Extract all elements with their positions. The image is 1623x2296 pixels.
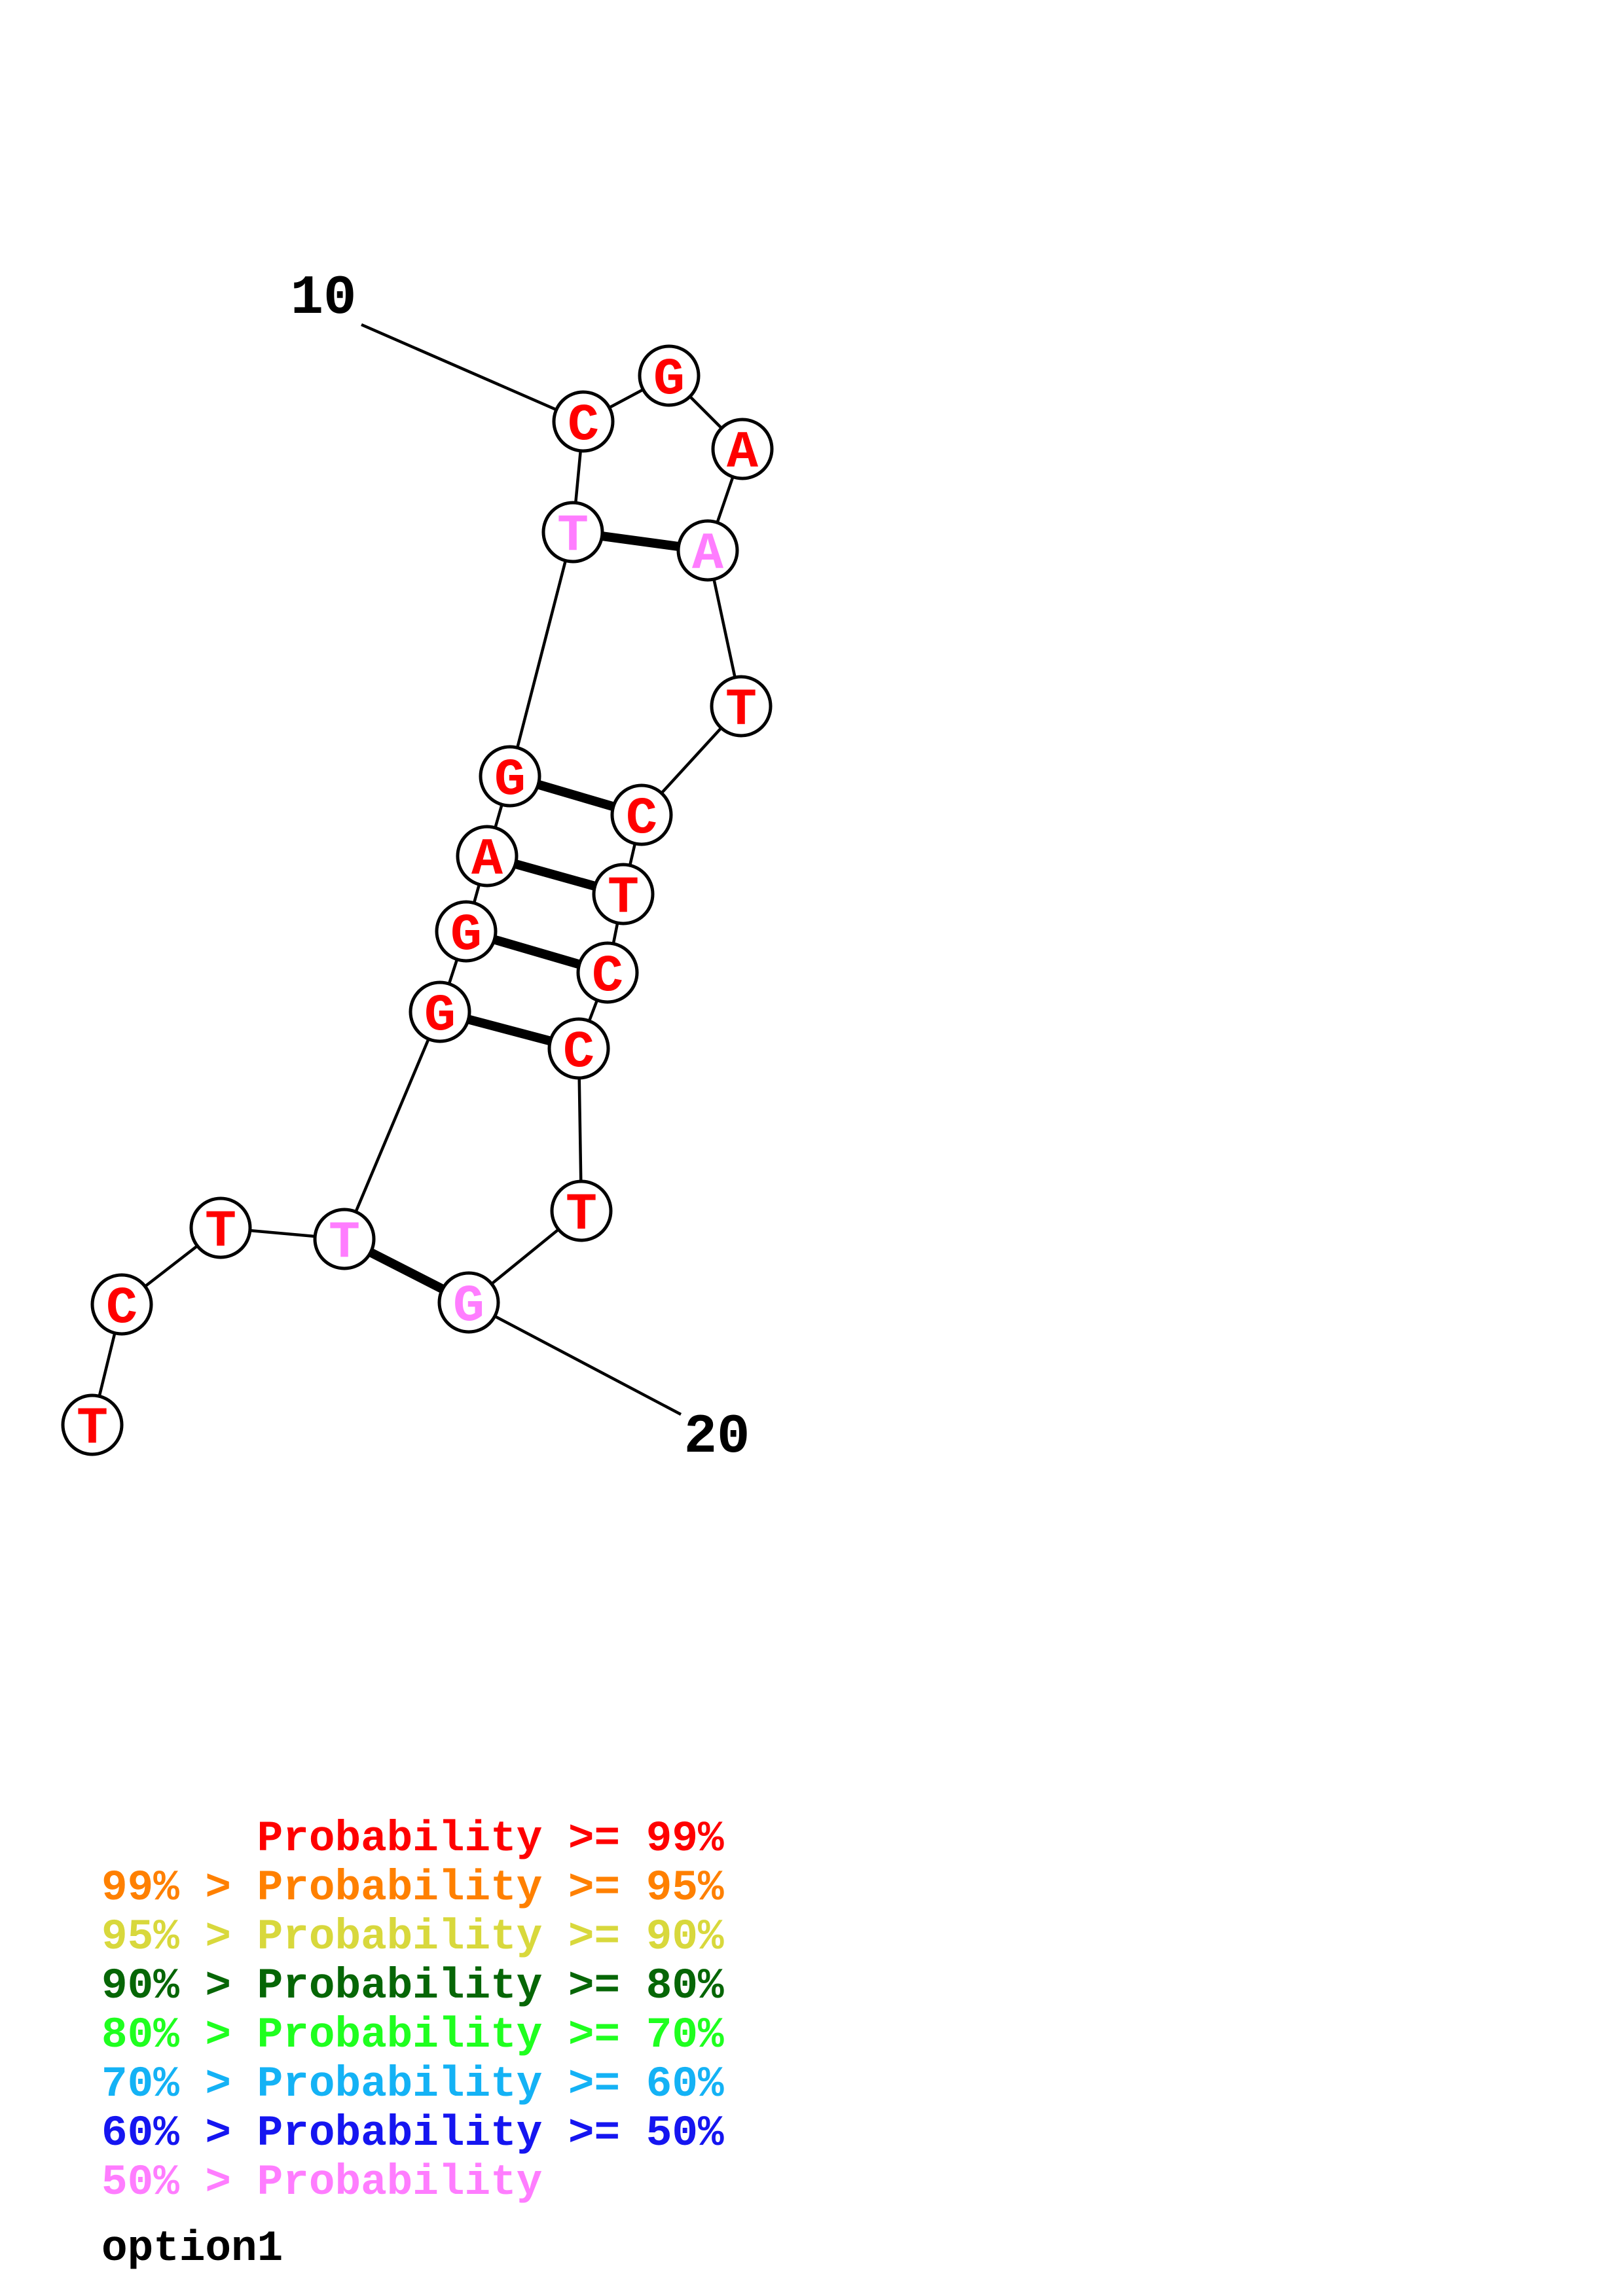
legend-row-8: 50% > Probability: [101, 2158, 543, 2207]
legend: Probability >= 99% 99% > Probability >= 9…: [101, 1814, 724, 2207]
nucleotide-circle: [552, 390, 615, 453]
nucleotide-C10: C: [552, 390, 615, 456]
nucleotide-letter: C: [626, 789, 657, 849]
nucleotide-letter: G: [450, 906, 482, 965]
nucleotide-letter: T: [77, 1399, 108, 1459]
nucleotide-letter: T: [205, 1202, 236, 1262]
backbone-bond-8-9: [508, 531, 575, 777]
nucleotide-T19: T: [550, 1179, 613, 1245]
nucleotide-T1: T: [61, 1393, 124, 1459]
nucleotide-letter: A: [727, 423, 759, 483]
nucleotide-circle: [61, 1393, 124, 1456]
nucleotide-circle: [189, 1196, 252, 1259]
nucleotide-circle: [547, 1017, 610, 1080]
nucleotide-T16: T: [592, 863, 655, 928]
legend-row-7: 60% > Probability >= 50%: [101, 2109, 724, 2158]
nucleotide-letter: C: [592, 947, 623, 1007]
nucleotide-letter: C: [106, 1279, 137, 1338]
nucleotide-letter: A: [692, 525, 724, 584]
position-label-line: [361, 323, 584, 423]
nucleotide-T4: T: [313, 1208, 376, 1273]
legend-row-5: 80% > Probability >= 70%: [101, 2011, 724, 2060]
nucleotide-letter: G: [653, 350, 685, 410]
nucleotide-circle: [610, 783, 673, 846]
nucleotide-letter: T: [608, 869, 639, 928]
nucleotide-circle: [550, 1179, 613, 1242]
legend-row-6: 70% > Probability >= 60%: [101, 2060, 724, 2109]
nucleotide-circle: [437, 1271, 500, 1334]
nucleotide-letter: G: [494, 751, 526, 810]
nucleotide-circle: [592, 863, 655, 925]
nucleotide-G20: G: [437, 1271, 500, 1336]
nucleotide-circle: [409, 980, 471, 1043]
nucleotide-circle: [711, 418, 774, 480]
nucleotide-letter: T: [725, 681, 757, 740]
nucleotide-circle: [456, 825, 519, 888]
nucleotide-circle: [576, 941, 639, 1004]
position-label-line: [467, 1301, 682, 1416]
nucleotide-letter: A: [471, 831, 503, 890]
nucleotide-letter: T: [557, 507, 589, 566]
nucleotide-letter: G: [453, 1277, 484, 1336]
nucleotide-A7: A: [456, 825, 519, 890]
nucleotide-circle: [710, 675, 773, 738]
nucleotide-circle: [541, 501, 604, 564]
nucleotide-circle: [435, 900, 498, 963]
nucleotide-T9: T: [541, 501, 604, 566]
nucleotide-G11: G: [638, 344, 701, 410]
nucleotide-circle: [479, 745, 541, 808]
nucleotide-letter: C: [568, 396, 599, 456]
nucleotide-circle: [90, 1273, 153, 1336]
position-label-20: 20: [684, 1407, 750, 1469]
nucleotide-C15: C: [610, 783, 673, 849]
legend-row-3: 95% > Probability >= 90%: [101, 1912, 724, 1962]
nucleotide-letter: C: [563, 1023, 594, 1083]
nucleotide-A12: A: [711, 418, 774, 483]
nucleotide-C2: C: [90, 1273, 153, 1338]
legend-row-4: 90% > Probability >= 80%: [101, 1962, 724, 2011]
nucleotide-A13: A: [676, 519, 739, 584]
nucleotide-T14: T: [710, 675, 773, 740]
nucleotide-G5: G: [409, 980, 471, 1046]
nucleotide-C17: C: [576, 941, 639, 1007]
nucleotide-T3: T: [189, 1196, 252, 1262]
plot-title: option1: [101, 2224, 283, 2273]
nucleotide-letter: T: [566, 1185, 597, 1245]
legend-row-1: Probability >= 99%: [101, 1814, 724, 1863]
nucleotide-circle: [638, 344, 701, 407]
nucleotide-G6: G: [435, 900, 498, 965]
nucleotide-letter: G: [424, 986, 456, 1046]
backbone-bond-4-5: [342, 1011, 442, 1240]
nucleotide-letter: T: [329, 1213, 360, 1273]
nucleotide-G8: G: [479, 745, 541, 810]
nucleotide-circle: [313, 1208, 376, 1270]
position-label-10: 10: [291, 268, 357, 330]
legend-row-2: 99% > Probability >= 95%: [101, 1863, 724, 1912]
nucleotide-circle: [676, 519, 739, 582]
nucleotide-C18: C: [547, 1017, 610, 1083]
